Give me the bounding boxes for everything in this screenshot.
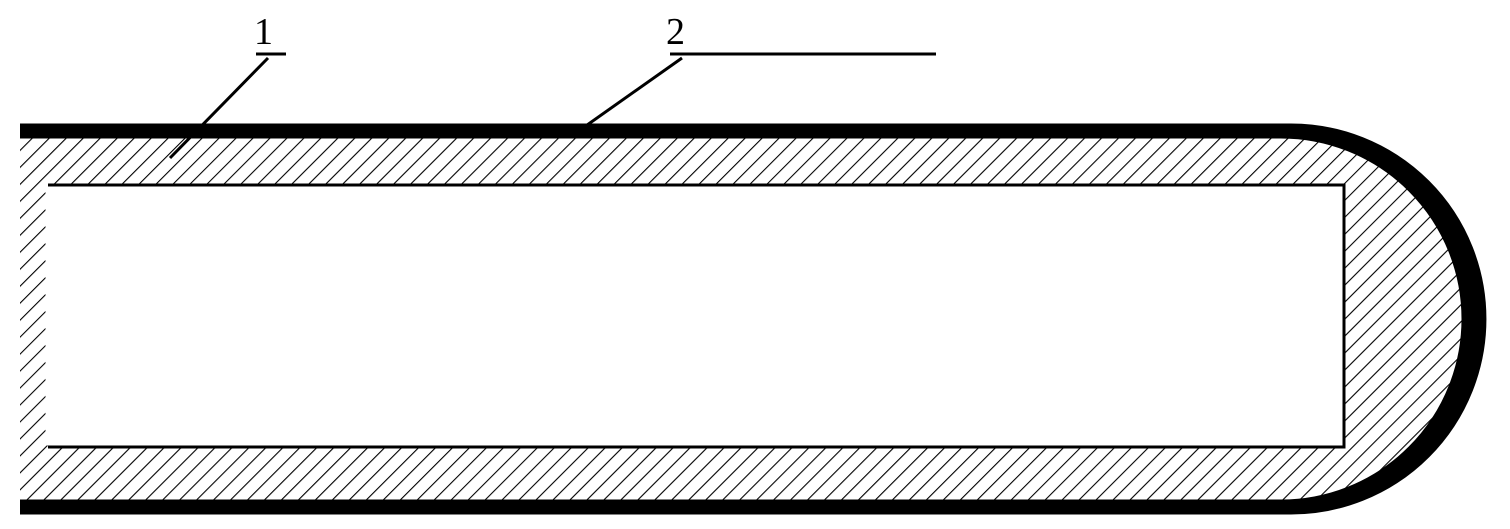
callout-label-1: 1 — [254, 10, 273, 54]
technical-drawing — [0, 0, 1510, 529]
callout-label-2: 2 — [666, 10, 685, 54]
diagram-stage: 1 2 — [0, 0, 1510, 529]
